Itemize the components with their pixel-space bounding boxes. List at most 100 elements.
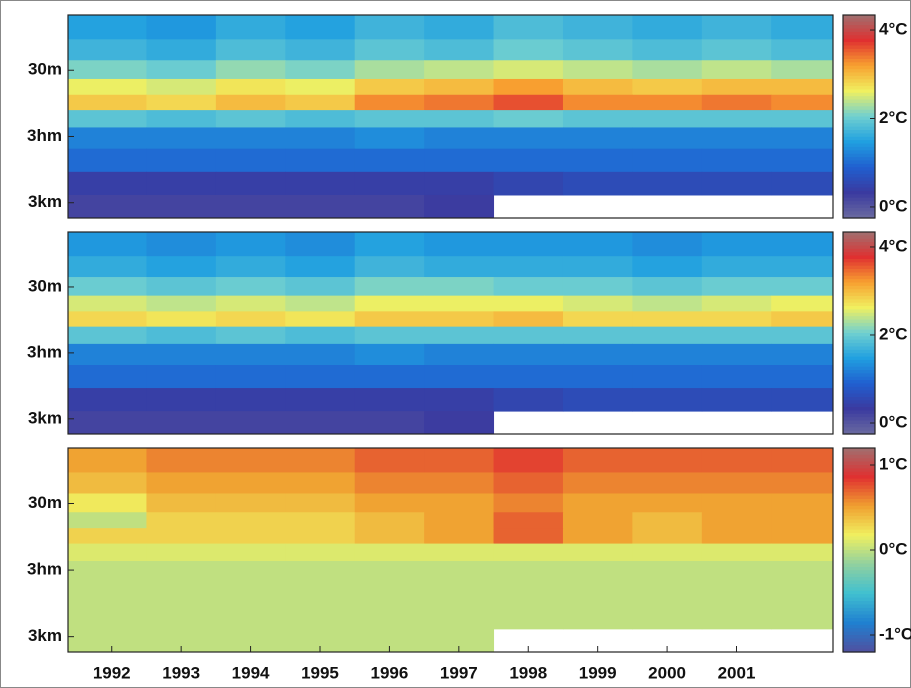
heat-cell (701, 528, 772, 545)
heat-cell (771, 311, 833, 328)
colorbar-stripe (843, 390, 875, 395)
colorbar-stripe (843, 403, 875, 408)
colorbar-frame (842, 14, 876, 219)
colorbar-stripe (843, 201, 875, 206)
heat-cell (562, 528, 633, 545)
heat-cell (424, 277, 495, 297)
heat-cell (632, 560, 703, 583)
heat-cell (562, 256, 633, 278)
heat-cell (285, 343, 356, 366)
colorbar-stripe (843, 363, 875, 368)
heat-cell (562, 295, 633, 312)
plot-frame (67, 14, 834, 219)
colorbar-stripe (843, 96, 875, 101)
heat-cell (215, 148, 286, 173)
colorbar-stripe (843, 512, 875, 517)
colorbar-stripe (843, 423, 875, 428)
heat-cell (285, 78, 356, 96)
heat-cell (146, 628, 217, 652)
heat-cell (146, 60, 217, 80)
heat-cell (215, 472, 286, 494)
heat-cell (493, 39, 564, 61)
heat-cell (146, 582, 217, 607)
heat-cell (68, 94, 147, 111)
heat-cell (632, 78, 703, 96)
colorbar-stripe (843, 119, 875, 124)
heat-cell (493, 543, 564, 562)
heat-cell (68, 171, 147, 196)
heat-cell (68, 194, 147, 218)
colorbar-stripe (843, 113, 875, 118)
heat-cell (632, 256, 703, 278)
heat-cell (562, 582, 633, 607)
colorbar-stripe (843, 248, 875, 253)
x-tick-label: 1995 (301, 663, 339, 682)
heat-cell (771, 78, 833, 96)
colorbar-stripe (843, 631, 875, 636)
colorbar-stripe (843, 621, 875, 626)
colorbar-stripe (843, 197, 875, 202)
heat-cell (354, 15, 425, 40)
heat-cell (701, 560, 772, 583)
colorbar-stripe (843, 58, 875, 63)
colorbar-stripe (843, 383, 875, 388)
heat-cell (424, 78, 495, 96)
heat-cell (562, 127, 633, 150)
heat-cell (354, 411, 425, 434)
colorbar-stripe (843, 492, 875, 497)
heat-cell (285, 472, 356, 494)
colorbar-tick-label: -1°C (879, 624, 911, 643)
colorbar-stripe (843, 346, 875, 351)
colorbar-stripe (843, 430, 875, 435)
colorbar-stripe (843, 413, 875, 418)
heat-cell (68, 512, 147, 529)
colorbar-stripe (843, 35, 875, 40)
colorbar-stripe (843, 577, 875, 582)
heat-cell (701, 110, 772, 128)
colorbar-stripe (843, 279, 875, 284)
heat-cell (354, 528, 425, 545)
heat-cell (562, 94, 633, 111)
heat-cell (215, 78, 286, 96)
heat-cell (701, 232, 772, 257)
colorbar-stripe (843, 333, 875, 337)
colorbar-stripe (843, 427, 875, 432)
heat-cell (701, 605, 772, 630)
heat-cell (493, 256, 564, 278)
heat-cell (215, 15, 286, 40)
colorbar-stripe (843, 25, 875, 30)
colorbar-stripe (843, 242, 875, 247)
heatmap (68, 232, 833, 434)
colorbar-stripe (843, 417, 875, 422)
heat-cell (146, 560, 217, 583)
colorbar-stripe (843, 349, 875, 354)
colorbar-stripe (843, 252, 875, 257)
heat-cell (68, 560, 147, 583)
heat-cell (354, 448, 425, 473)
heat-cell (354, 343, 425, 366)
heat-cell (632, 326, 703, 345)
colorbar-stripe (843, 499, 875, 503)
colorbar-stripe (843, 289, 875, 294)
colorbar-stripe (843, 465, 875, 469)
heat-cell (562, 448, 633, 473)
heat-cell (215, 493, 286, 513)
colorbar-stripe (843, 624, 875, 629)
colorbar-stripe (843, 312, 875, 317)
heat-cell (68, 528, 147, 545)
heat-cell (215, 256, 286, 278)
heat-cell (771, 388, 833, 412)
heat-cell (424, 388, 495, 412)
colorbar-stripe (843, 75, 875, 80)
heat-cell (701, 127, 772, 150)
heat-cell (424, 628, 495, 652)
heat-cell (632, 472, 703, 494)
colorbar-stripe (843, 282, 875, 287)
colorbar-stripe (843, 502, 875, 507)
colorbar-stripe (843, 339, 875, 344)
heat-cell (771, 582, 833, 607)
heat-cell (285, 232, 356, 257)
heat-cell (493, 472, 564, 494)
heat-cell (424, 311, 495, 328)
heat-cell (771, 605, 833, 630)
